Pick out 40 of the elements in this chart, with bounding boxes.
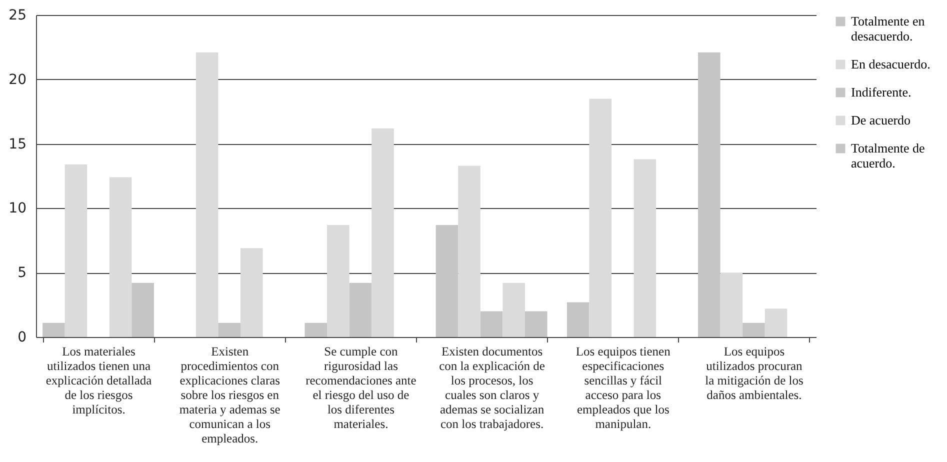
bar (480, 311, 503, 337)
x-tick-label: Los equipos utilizados procuran la mitigación de los daños ambientales. (705, 344, 804, 402)
legend-label: En desacuerdo. (851, 56, 930, 72)
bar (764, 308, 788, 337)
bar (218, 322, 241, 337)
bar (196, 52, 218, 337)
bar (327, 224, 350, 337)
bar (64, 164, 88, 337)
bar (349, 282, 372, 337)
y-tick-label: 5 (18, 265, 26, 282)
bar (698, 52, 720, 337)
x-tick-label: Se cumple con rigurosidad las recomendaciones ante el riesgo del uso de los diferentes materiales. (306, 344, 417, 431)
bar (720, 272, 743, 337)
legend-label: Totalmente de acuerdo. (851, 140, 926, 170)
bar (742, 322, 765, 337)
bar (372, 128, 394, 337)
x-tick-label: Existen procedimientos con explicaciones claras sobre los riesgos en materia y ademas se comunican a los empleados. (179, 344, 281, 446)
bar (304, 322, 328, 337)
bar (458, 166, 480, 337)
y-tick-label: 25 (8, 8, 26, 24)
bar (109, 177, 132, 337)
legend-label: Indiferente. (851, 84, 912, 100)
x-tick-label: Los materiales utilizados tienen una explicación detallada de los riesgos implícitos. (46, 344, 152, 416)
y-tick-label: 0 (18, 330, 26, 346)
x-tick-label: Los equipos tienen especificaciones sencillas y fácil acceso para los empleados que los manipulan. (576, 344, 672, 431)
bar (42, 322, 65, 337)
legend-label: Totalmente en desacuerdo. (851, 14, 926, 44)
bar (589, 98, 612, 337)
bar (524, 311, 548, 337)
bar (436, 224, 458, 337)
y-tick-label: 15 (8, 136, 26, 152)
bar (502, 282, 525, 337)
x-tick-label: Existen documentos con la explicación de los procesos, los cuales son claros y ademas se socializan con los trabajadores. (439, 344, 546, 431)
bar (634, 159, 656, 337)
bar (132, 282, 154, 337)
y-tick-label: 10 (8, 200, 26, 217)
legend-label: De acuerdo (851, 112, 911, 128)
bar (240, 248, 263, 337)
bar (566, 302, 590, 337)
y-tick-label: 20 (8, 72, 26, 88)
